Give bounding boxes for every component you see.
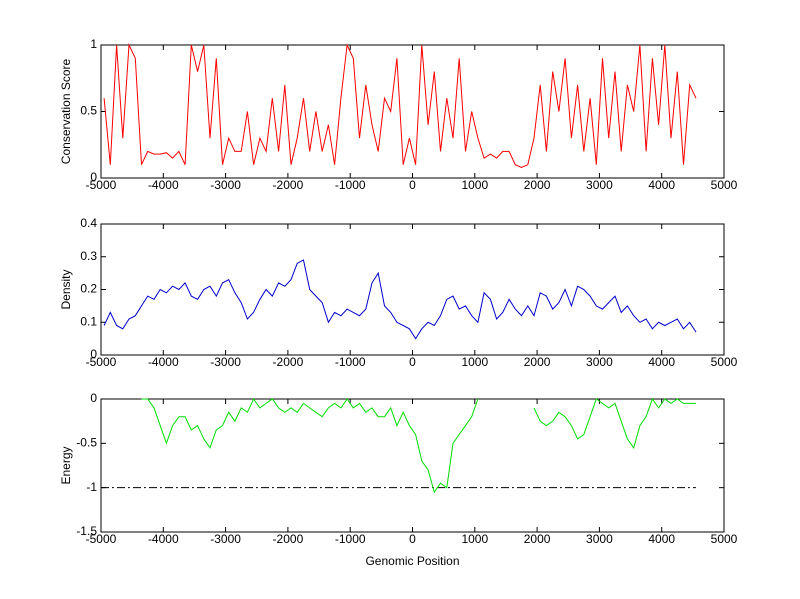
x-tick-label: -5000 [86,355,117,369]
y-tick-label: 0 [90,170,97,184]
x-tick-label: -4000 [148,355,179,369]
x-tick-label: 2000 [524,532,551,546]
x-tick-label: 0 [409,178,416,192]
x-tick-label: -2000 [273,532,304,546]
y-tick-label: 0 [90,391,97,405]
y-tick-label: 1 [90,37,97,51]
x-tick-label: -2000 [273,355,304,369]
x-tick-label: 2000 [524,355,551,369]
y-tick-label: 0.1 [80,314,97,328]
x-axis-label: Genomic Position [365,554,459,568]
x-tick-label: -5000 [86,532,117,546]
x-tick-label: 5000 [711,532,738,546]
x-tick-label: 1000 [461,532,488,546]
y-axis-label: Energy [59,446,73,484]
x-tick-label: -1000 [335,178,366,192]
x-tick-label: 1000 [461,355,488,369]
y-tick-label: -0.5 [76,436,97,450]
x-tick-label: 0 [409,532,416,546]
y-tick-label: 0.3 [80,249,97,263]
y-tick-label: -1.5 [76,524,97,538]
x-tick-label: 1000 [461,178,488,192]
axes-box [100,44,725,179]
x-tick-label: -1000 [335,532,366,546]
x-tick-label: 3000 [586,532,613,546]
x-tick-label: 3000 [586,355,613,369]
y-tick-label: 0.5 [80,104,97,118]
data-line [141,397,696,494]
y-tick-label: 0.2 [80,282,97,296]
x-tick-label: 4000 [648,532,675,546]
data-line [103,259,697,340]
x-tick-label: 2000 [524,178,551,192]
data-line [103,43,697,168]
axes-box [100,223,725,356]
x-tick-label: 5000 [711,178,738,192]
y-axis-label: Density [59,269,73,309]
x-tick-label: -1000 [335,355,366,369]
x-tick-label: -3000 [210,355,241,369]
y-tick-label: -1 [86,480,97,494]
x-tick-label: -3000 [210,532,241,546]
y-axis-label: Conservation Score [59,58,73,164]
x-tick-label: 5000 [711,355,738,369]
x-tick-label: -3000 [210,178,241,192]
y-tick-label: 0 [90,347,97,361]
y-tick-label: 0.4 [80,216,97,230]
x-tick-label: -2000 [273,178,304,192]
x-tick-label: -5000 [86,178,117,192]
x-tick-label: 4000 [648,355,675,369]
x-tick-label: 3000 [586,178,613,192]
axes-box [100,398,725,533]
x-tick-label: -4000 [148,178,179,192]
x-tick-label: 0 [409,355,416,369]
x-tick-label: 4000 [648,178,675,192]
x-tick-label: -4000 [148,532,179,546]
